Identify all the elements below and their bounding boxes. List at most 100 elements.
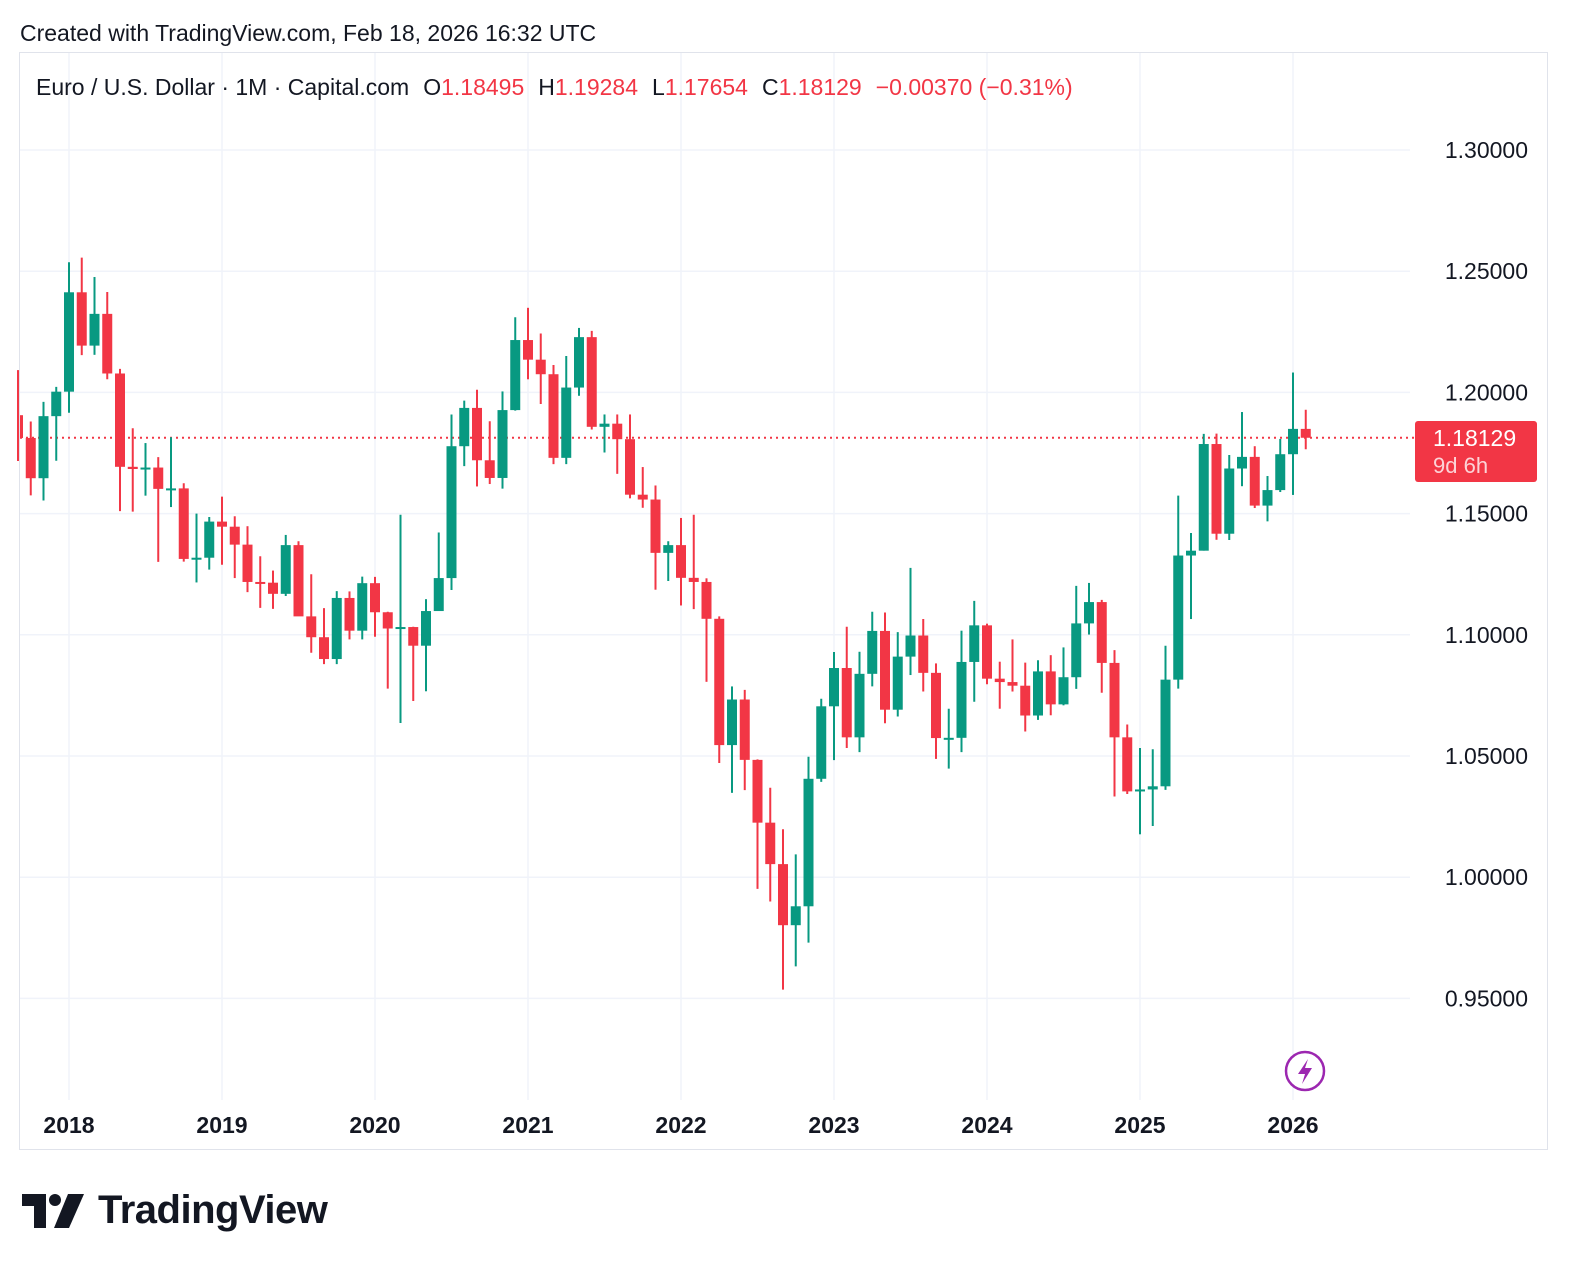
candle[interactable] xyxy=(663,541,674,581)
candle[interactable] xyxy=(841,626,852,749)
candle[interactable] xyxy=(319,608,329,665)
candle[interactable] xyxy=(1033,660,1043,720)
candle[interactable] xyxy=(76,257,87,356)
candle[interactable] xyxy=(1211,433,1222,540)
candle[interactable] xyxy=(408,626,419,701)
candle[interactable] xyxy=(191,513,202,583)
candle[interactable] xyxy=(204,516,215,570)
candle[interactable] xyxy=(1122,724,1133,795)
lightning-icon[interactable] xyxy=(1284,1050,1326,1092)
candle[interactable] xyxy=(115,368,125,512)
candle[interactable] xyxy=(51,386,62,461)
candle[interactable] xyxy=(140,443,151,496)
candle[interactable] xyxy=(446,414,457,590)
candle[interactable] xyxy=(803,756,814,943)
candle[interactable] xyxy=(1147,749,1158,827)
candle[interactable] xyxy=(229,516,240,579)
candle[interactable] xyxy=(599,414,610,453)
candle[interactable] xyxy=(637,467,648,508)
candle[interactable] xyxy=(535,333,546,405)
candle[interactable] xyxy=(166,437,176,508)
candle[interactable] xyxy=(982,623,992,685)
candle[interactable] xyxy=(153,457,164,562)
candle[interactable] xyxy=(268,570,278,609)
candle[interactable] xyxy=(867,611,878,687)
candle[interactable] xyxy=(1096,599,1107,693)
candle[interactable] xyxy=(1173,495,1184,689)
candle[interactable] xyxy=(472,389,482,487)
candle[interactable] xyxy=(1198,433,1209,551)
candle[interactable] xyxy=(331,591,342,665)
candle[interactable] xyxy=(1045,655,1056,716)
candle[interactable] xyxy=(778,829,788,990)
candle[interactable] xyxy=(931,663,941,759)
candle[interactable] xyxy=(1135,748,1145,835)
candle[interactable] xyxy=(969,600,980,702)
candle[interactable] xyxy=(701,578,712,682)
candle[interactable] xyxy=(625,414,635,499)
candle[interactable] xyxy=(1109,650,1120,797)
candle[interactable] xyxy=(574,327,584,396)
candle[interactable] xyxy=(752,759,763,889)
candle[interactable] xyxy=(1288,372,1298,495)
candle[interactable] xyxy=(255,556,266,608)
candle[interactable] xyxy=(714,616,725,764)
candle[interactable] xyxy=(892,632,903,717)
candle[interactable] xyxy=(395,514,406,724)
candle[interactable] xyxy=(688,514,699,610)
candle[interactable] xyxy=(1020,662,1031,732)
candle[interactable] xyxy=(854,651,865,753)
candle[interactable] xyxy=(217,496,227,565)
candle[interactable] xyxy=(1007,639,1018,692)
candle[interactable] xyxy=(17,370,23,461)
candle[interactable] xyxy=(905,567,916,676)
candle[interactable] xyxy=(739,689,750,791)
candle[interactable] xyxy=(421,599,431,692)
candle[interactable] xyxy=(459,400,470,467)
candle[interactable] xyxy=(994,661,1005,709)
candle[interactable] xyxy=(829,652,839,761)
candle[interactable] xyxy=(561,356,572,465)
candle[interactable] xyxy=(1224,454,1235,541)
candle[interactable] xyxy=(650,485,661,590)
candle[interactable] xyxy=(586,330,597,430)
candle[interactable] xyxy=(484,421,495,485)
candle[interactable] xyxy=(344,591,355,640)
candle[interactable] xyxy=(1249,446,1260,509)
candle[interactable] xyxy=(1071,585,1082,689)
candle[interactable] xyxy=(306,574,317,653)
candle[interactable] xyxy=(548,365,559,465)
candle[interactable] xyxy=(89,277,100,355)
candle[interactable] xyxy=(510,317,521,411)
candle[interactable] xyxy=(1237,412,1247,487)
candle[interactable] xyxy=(382,611,393,689)
candle[interactable] xyxy=(38,401,49,501)
candle[interactable] xyxy=(178,483,189,562)
candle[interactable] xyxy=(497,391,508,489)
candle[interactable] xyxy=(943,708,954,769)
candle[interactable] xyxy=(956,630,967,753)
candle[interactable] xyxy=(1262,476,1273,522)
candle[interactable] xyxy=(727,686,737,793)
candle[interactable] xyxy=(1275,438,1286,493)
candle[interactable] xyxy=(1186,532,1196,620)
candle[interactable] xyxy=(790,854,801,967)
candle[interactable] xyxy=(1300,409,1311,450)
candle[interactable] xyxy=(816,698,827,782)
candle[interactable] xyxy=(1084,582,1094,635)
candle[interactable] xyxy=(765,787,776,902)
candle[interactable] xyxy=(25,421,36,496)
candle[interactable] xyxy=(293,541,304,617)
candle[interactable] xyxy=(1160,645,1171,790)
candle[interactable] xyxy=(280,534,291,597)
candle[interactable] xyxy=(612,414,623,474)
candle[interactable] xyxy=(64,262,74,413)
candle[interactable] xyxy=(102,292,113,380)
candle[interactable] xyxy=(370,576,380,637)
candle[interactable] xyxy=(242,526,253,593)
candle[interactable] xyxy=(1058,647,1069,706)
candle[interactable] xyxy=(676,517,686,606)
symbol-title[interactable]: Euro / U.S. Dollar · 1M · Capital.com xyxy=(36,74,410,100)
candle[interactable] xyxy=(433,532,444,612)
